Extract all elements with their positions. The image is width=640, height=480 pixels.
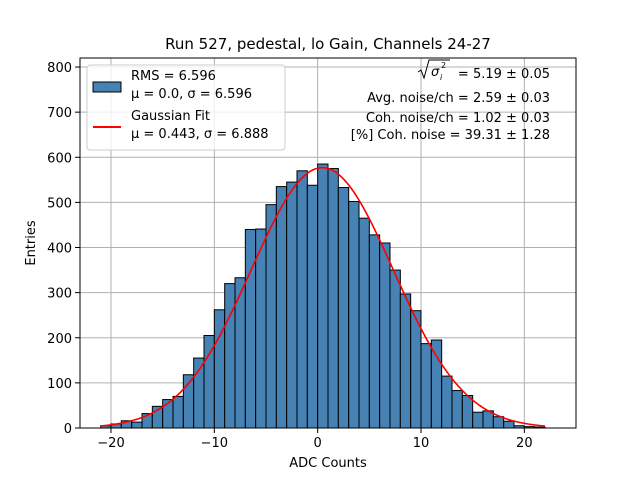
- y-tick-label: 400: [47, 242, 72, 257]
- histogram-bar: [503, 420, 515, 429]
- annotation-coh-noise: Coh. noise/ch = 1.02 ± 0.03: [366, 111, 550, 126]
- sigma-subscript: i: [440, 73, 443, 82]
- histogram-bar: [379, 242, 391, 429]
- histogram-bar: [368, 234, 381, 429]
- x-tick-label: 0: [314, 436, 322, 451]
- histogram-bar: [306, 184, 319, 429]
- legend: RMS = 6.596 μ = 0.0, σ = 6.596 Gaussian …: [86, 64, 286, 151]
- histogram-bar: [389, 269, 401, 429]
- sqrt-symbol: [417, 59, 450, 80]
- legend-rms-swatch: [92, 81, 122, 93]
- histogram-bar: [244, 228, 257, 429]
- histogram-bar: [193, 357, 205, 429]
- histogram-bar: [255, 228, 267, 429]
- annotation-avg-noise: Avg. noise/ch = 2.59 ± 0.03: [367, 91, 550, 106]
- histogram-bar: [430, 339, 443, 429]
- legend-frame: [86, 64, 286, 151]
- y-tick-label: 300: [47, 287, 72, 302]
- histogram-bar: [286, 181, 298, 429]
- histogram-bar: [420, 343, 432, 429]
- legend-rms-stats: μ = 0.0, σ = 6.596: [131, 87, 252, 102]
- x-tick-label: 10: [413, 436, 430, 451]
- x-tick-label: −20: [97, 436, 124, 451]
- y-tick-label: 600: [47, 151, 72, 166]
- histogram-bar: [296, 170, 308, 429]
- x-tick-label: 20: [516, 436, 533, 451]
- histogram-bar: [131, 421, 143, 429]
- histogram-bar: [492, 416, 505, 429]
- histogram-bar: [410, 310, 422, 429]
- histogram-bar: [441, 375, 453, 429]
- legend-rms-label: RMS = 6.596: [131, 69, 216, 84]
- histogram-bar: [265, 204, 277, 429]
- histogram-bar: [337, 187, 350, 429]
- y-tick-label: 500: [47, 196, 72, 211]
- y-tick-label: 100: [47, 377, 72, 392]
- histogram-bar: [461, 395, 474, 429]
- histogram-bar: [399, 293, 412, 429]
- x-axis-ticks: −20 −10 0 10 20: [97, 428, 533, 451]
- plot-frame: [79, 57, 577, 429]
- histogram-bars: [100, 163, 546, 429]
- y-tick-label: 800: [47, 61, 72, 76]
- chart-title: Run 527, pedestal, lo Gain, Channels 24-…: [165, 35, 491, 53]
- histogram-bar: [224, 283, 236, 429]
- gaussian-fit: [100, 166, 546, 427]
- histogram-bar: [172, 395, 184, 429]
- y-tick-label: 200: [47, 332, 72, 347]
- y-axis-ticks: 0 100 200 300 400 500 600 700 800: [47, 61, 80, 437]
- histogram-bar: [451, 390, 463, 429]
- sigma-superscript: 2: [441, 61, 446, 70]
- legend-fit-label: Gaussian Fit: [131, 109, 210, 124]
- y-tick-label: 0: [64, 422, 72, 437]
- histogram-bar: [472, 411, 484, 429]
- x-tick-label: −10: [201, 436, 228, 451]
- annotation-sigma-value: = 5.19 ± 0.05: [458, 67, 550, 82]
- x-axis-title: ADC Counts: [289, 456, 367, 471]
- gaussian-fit-line: [100, 166, 546, 427]
- legend-fit-stats: μ = 0.443, σ = 6.888: [131, 127, 269, 142]
- sigma-symbol: σ: [431, 65, 440, 80]
- histogram-bar: [358, 217, 370, 429]
- histogram-bar: [348, 200, 360, 429]
- histogram-bar: [317, 163, 329, 429]
- y-axis-title: Entries: [24, 220, 39, 266]
- histogram-bar: [213, 309, 226, 429]
- annotation-coh-percent: [%] Coh. noise = 39.31 ± 1.28: [351, 128, 550, 143]
- y-tick-label: 700: [47, 106, 72, 121]
- noise-annotations: σ i 2 = 5.19 ± 0.05 Avg. noise/ch = 2.59…: [351, 59, 550, 143]
- histogram-bar: [275, 186, 288, 429]
- histogram-bar: [327, 168, 339, 429]
